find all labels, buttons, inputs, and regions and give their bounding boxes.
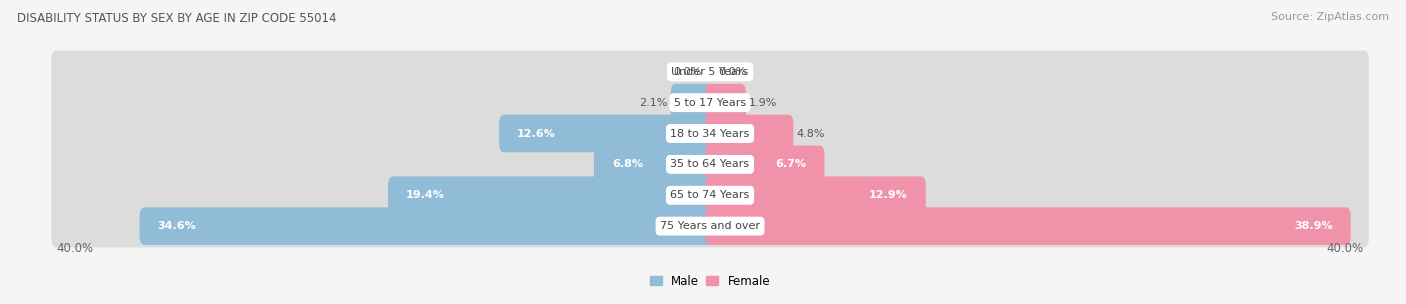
FancyBboxPatch shape xyxy=(706,207,1351,245)
Text: 12.6%: 12.6% xyxy=(517,129,555,139)
Text: 12.9%: 12.9% xyxy=(869,190,908,200)
FancyBboxPatch shape xyxy=(706,146,824,183)
Text: 0.0%: 0.0% xyxy=(673,67,702,77)
Legend: Male, Female: Male, Female xyxy=(650,275,770,288)
FancyBboxPatch shape xyxy=(671,84,714,122)
FancyBboxPatch shape xyxy=(139,207,714,245)
Text: 2.1%: 2.1% xyxy=(640,98,668,108)
FancyBboxPatch shape xyxy=(52,112,1368,155)
FancyBboxPatch shape xyxy=(706,176,925,214)
Text: DISABILITY STATUS BY SEX BY AGE IN ZIP CODE 55014: DISABILITY STATUS BY SEX BY AGE IN ZIP C… xyxy=(17,12,336,25)
FancyBboxPatch shape xyxy=(52,205,1368,247)
Text: 35 to 64 Years: 35 to 64 Years xyxy=(671,159,749,169)
Text: Under 5 Years: Under 5 Years xyxy=(672,67,748,77)
Text: 6.7%: 6.7% xyxy=(776,159,807,169)
Text: 40.0%: 40.0% xyxy=(56,242,93,255)
FancyBboxPatch shape xyxy=(706,84,747,122)
FancyBboxPatch shape xyxy=(593,146,714,183)
Text: Source: ZipAtlas.com: Source: ZipAtlas.com xyxy=(1271,12,1389,22)
Text: 40.0%: 40.0% xyxy=(1327,242,1364,255)
FancyBboxPatch shape xyxy=(52,50,1368,93)
Text: 0.0%: 0.0% xyxy=(718,67,747,77)
FancyBboxPatch shape xyxy=(706,115,793,152)
Text: 18 to 34 Years: 18 to 34 Years xyxy=(671,129,749,139)
Text: 1.9%: 1.9% xyxy=(749,98,778,108)
Text: 5 to 17 Years: 5 to 17 Years xyxy=(673,98,747,108)
Text: 34.6%: 34.6% xyxy=(157,221,197,231)
FancyBboxPatch shape xyxy=(499,115,714,152)
Text: 38.9%: 38.9% xyxy=(1294,221,1333,231)
FancyBboxPatch shape xyxy=(52,143,1368,186)
Text: 4.8%: 4.8% xyxy=(797,129,825,139)
FancyBboxPatch shape xyxy=(388,176,714,214)
FancyBboxPatch shape xyxy=(52,174,1368,216)
Text: 6.8%: 6.8% xyxy=(612,159,643,169)
Text: 19.4%: 19.4% xyxy=(406,190,444,200)
FancyBboxPatch shape xyxy=(52,81,1368,124)
Text: 65 to 74 Years: 65 to 74 Years xyxy=(671,190,749,200)
Text: 75 Years and over: 75 Years and over xyxy=(659,221,761,231)
